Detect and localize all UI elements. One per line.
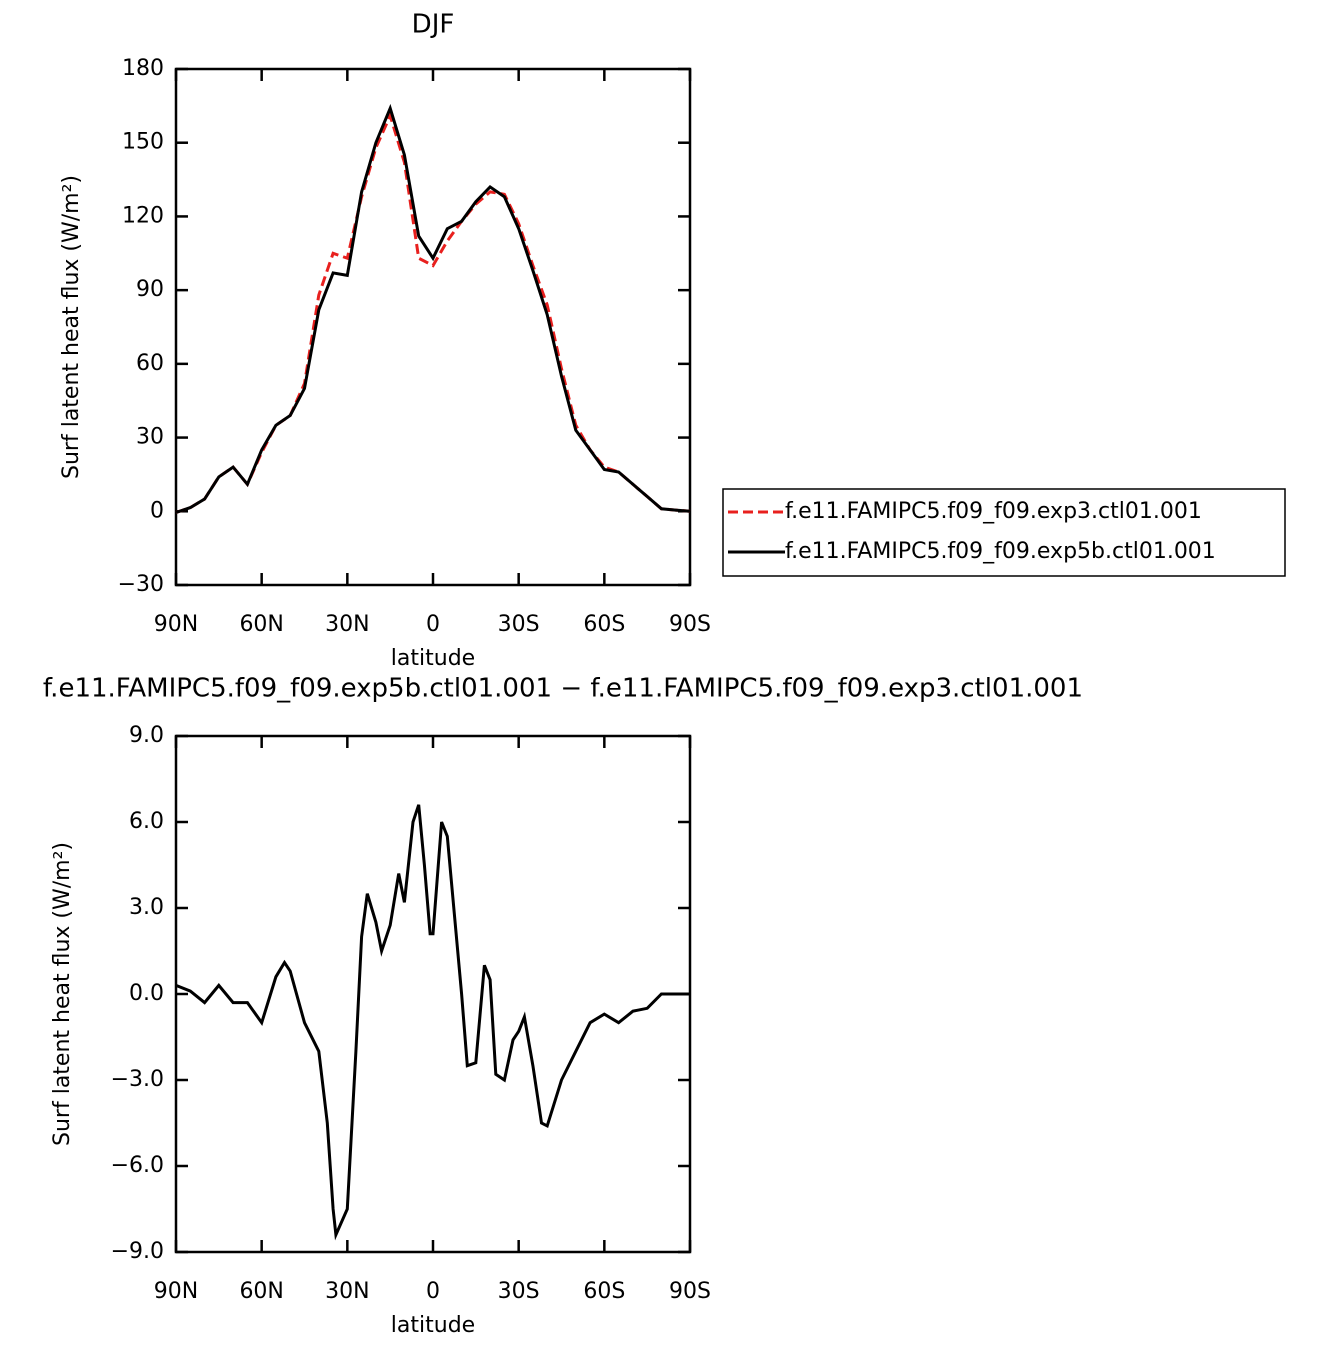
x-tick-label: 0 <box>426 612 440 637</box>
y-tick-label: 9.0 <box>129 723 164 748</box>
y-tick-label: 120 <box>122 203 164 228</box>
x-axis-label: latitude <box>391 646 475 671</box>
x-tick-label: 60S <box>583 612 625 637</box>
y-tick-label: −3.0 <box>111 1067 164 1092</box>
y-tick-label: 3.0 <box>129 895 164 920</box>
y-tick-label: 0 <box>150 498 164 523</box>
y-tick-label: 30 <box>136 425 164 450</box>
x-tick-label: 90N <box>154 1279 198 1304</box>
x-axis-label: latitude <box>391 1313 475 1338</box>
data-line <box>175 103 691 514</box>
chart-title: DJF <box>412 10 455 40</box>
y-tick-label: 6.0 <box>129 809 164 834</box>
y-tick-label: 60 <box>136 351 164 376</box>
legend-label: f.e11.FAMIPC5.f09_f09.exp3.ctl01.001 <box>785 499 1202 524</box>
x-tick-label: 90S <box>669 612 711 637</box>
legend-box <box>722 488 1286 577</box>
y-tick-label: 180 <box>122 56 164 81</box>
y-tick-label: 90 <box>136 277 164 302</box>
x-tick-label: 60S <box>583 1279 625 1304</box>
chart-title: f.e11.FAMIPC5.f09_f09.exp5b.ctl01.001 − … <box>43 674 1083 704</box>
x-tick-label: 30S <box>498 612 540 637</box>
plot-frame <box>174 67 692 587</box>
y-tick-label: 0.0 <box>129 981 164 1006</box>
legend-label: f.e11.FAMIPC5.f09_f09.exp5b.ctl01.001 <box>785 539 1216 564</box>
x-tick-label: 90N <box>154 612 198 637</box>
x-tick-label: 30S <box>498 1279 540 1304</box>
y-axis-label: Surf latent heat flux (W/m²) <box>50 842 75 1146</box>
x-tick-label: 90S <box>669 1279 711 1304</box>
y-tick-label: −6.0 <box>111 1153 164 1178</box>
x-tick-label: 30N <box>325 1279 369 1304</box>
x-tick-label: 0 <box>426 1279 440 1304</box>
y-tick-label: −30 <box>118 572 164 597</box>
y-tick-label: 150 <box>122 130 164 155</box>
data-line <box>175 804 690 1241</box>
x-tick-label: 60N <box>239 1279 283 1304</box>
x-tick-label: 30N <box>325 612 369 637</box>
y-tick-label: −9.0 <box>111 1239 164 1264</box>
plot-frame <box>174 734 692 1254</box>
y-axis-label: Surf latent heat flux (W/m²) <box>59 175 84 479</box>
data-line <box>175 111 691 514</box>
x-tick-label: 60N <box>239 612 283 637</box>
